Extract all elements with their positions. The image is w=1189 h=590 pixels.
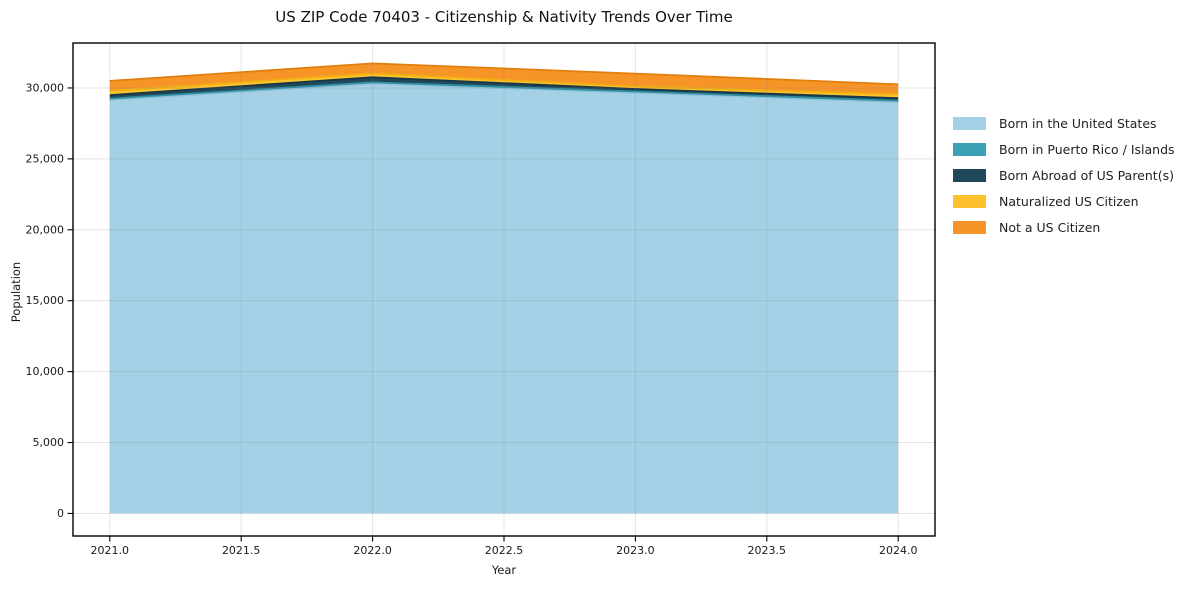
- area-outline-2: [109, 76, 899, 100]
- area-outline-1: [109, 81, 899, 102]
- legend: Born in the United States Born in Puerto …: [953, 110, 1175, 240]
- legend-item-3: Naturalized US Citizen: [953, 188, 1175, 214]
- y-axis-label: Population: [9, 261, 23, 323]
- y-tick-label: 10,000: [26, 365, 65, 378]
- y-tick-label: 25,000: [26, 152, 65, 165]
- area-outline-0: [109, 82, 899, 103]
- area-series-2: [109, 77, 899, 101]
- legend-label: Naturalized US Citizen: [999, 193, 1139, 209]
- area-series-3: [109, 73, 899, 99]
- legend-swatch: [953, 168, 986, 182]
- legend-item-2: Born Abroad of US Parent(s): [953, 162, 1175, 188]
- legend-swatch: [953, 142, 986, 156]
- x-tick-label: 2023.0: [616, 544, 655, 557]
- y-tick-label: 0: [57, 507, 64, 520]
- legend-swatch: [953, 194, 986, 208]
- legend-swatch: [953, 220, 986, 234]
- x-tick-label: 2021.5: [222, 544, 261, 557]
- y-tick-label: 5,000: [33, 436, 65, 449]
- chart-title: US ZIP Code 70403 - Citizenship & Nativi…: [275, 8, 733, 26]
- legend-label: Born in Puerto Rico / Islands: [999, 141, 1175, 157]
- legend-item-4: Not a US Citizen: [953, 214, 1175, 240]
- area-outline-4: [109, 62, 899, 86]
- x-tick-label: 2021.0: [91, 544, 130, 557]
- legend-swatch: [953, 116, 986, 130]
- y-tick-label: 30,000: [26, 81, 65, 94]
- legend-item-1: Born in Puerto Rico / Islands: [953, 136, 1175, 162]
- legend-label: Not a US Citizen: [999, 219, 1101, 235]
- x-tick-label: 2024.0: [879, 544, 918, 557]
- x-tick-label: 2022.0: [353, 544, 392, 557]
- legend-label: Born Abroad of US Parent(s): [999, 167, 1174, 183]
- x-tick-label: 2023.5: [748, 544, 787, 557]
- x-tick-label: 2022.5: [485, 544, 524, 557]
- area-outline-3: [109, 72, 899, 96]
- x-axis-label: Year: [491, 563, 517, 577]
- legend-item-0: Born in the United States: [953, 110, 1175, 136]
- y-tick-label: 20,000: [26, 223, 65, 236]
- legend-label: Born in the United States: [999, 115, 1157, 131]
- area-series-0: [109, 83, 899, 514]
- y-tick-label: 15,000: [26, 294, 65, 307]
- area-series-4: [109, 63, 899, 95]
